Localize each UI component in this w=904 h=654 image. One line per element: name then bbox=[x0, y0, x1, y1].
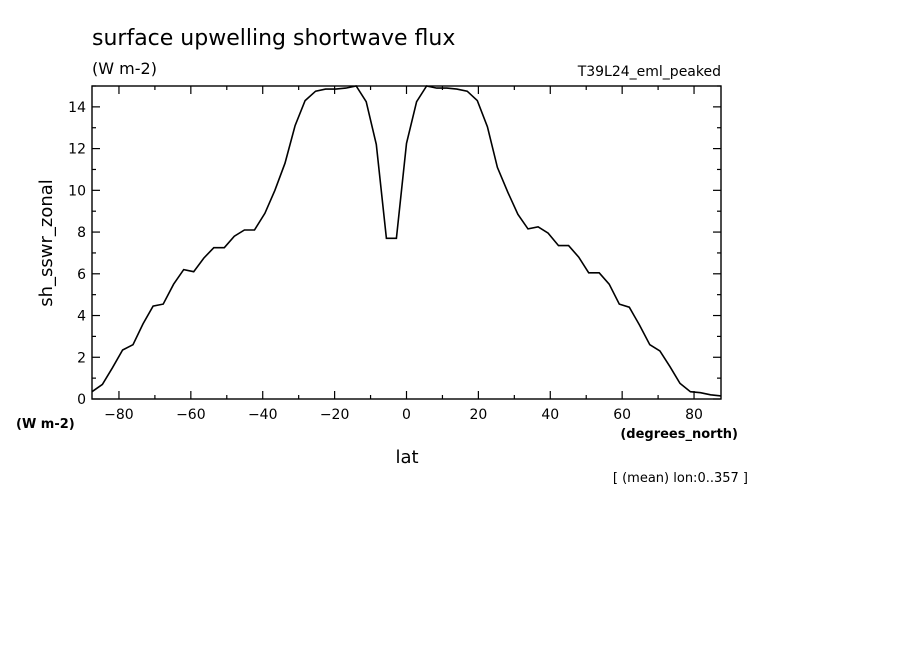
y-axis-units: (W m-2) bbox=[16, 417, 75, 432]
y-tick-label: 12 bbox=[68, 142, 86, 158]
x-tick-label: −60 bbox=[176, 407, 206, 423]
y-axis-label: sh_sswr_zonal bbox=[36, 179, 57, 307]
x-axis-ticks: −80 −60 −40 −20 0 20 40 60 80 bbox=[104, 86, 703, 423]
x-tick-label: 80 bbox=[685, 407, 703, 423]
y-axis-ticks: 0 2 4 6 8 10 12 14 bbox=[68, 85, 721, 408]
y-tick-label: 0 bbox=[77, 392, 86, 408]
x-tick-label: 0 bbox=[402, 407, 411, 423]
x-tick-label: 20 bbox=[469, 407, 487, 423]
x-tick-label: −20 bbox=[320, 407, 350, 423]
x-tick-label: 60 bbox=[613, 407, 631, 423]
x-axis-units: (degrees_north) bbox=[620, 427, 738, 442]
y-tick-label: 14 bbox=[68, 100, 86, 116]
y-tick-label: 2 bbox=[77, 350, 86, 366]
x-tick-label: −40 bbox=[248, 407, 278, 423]
y-tick-label: 6 bbox=[77, 267, 86, 283]
x-tick-label: −80 bbox=[104, 407, 134, 423]
plot-frame bbox=[91, 85, 722, 400]
x-tick-label: 40 bbox=[541, 407, 559, 423]
title-units: (W m-2) bbox=[92, 59, 157, 78]
averaging-note: [ (mean) lon:0..357 ] bbox=[613, 471, 748, 486]
chart-title: surface upwelling shortwave flux bbox=[92, 26, 455, 51]
y-tick-label: 4 bbox=[77, 309, 86, 325]
x-axis-label: lat bbox=[395, 447, 418, 468]
y-tick-label: 10 bbox=[68, 183, 86, 199]
y-tick-label: 8 bbox=[77, 225, 86, 241]
series-line bbox=[91, 85, 722, 397]
case-name: T39L24_eml_peaked bbox=[577, 64, 721, 80]
